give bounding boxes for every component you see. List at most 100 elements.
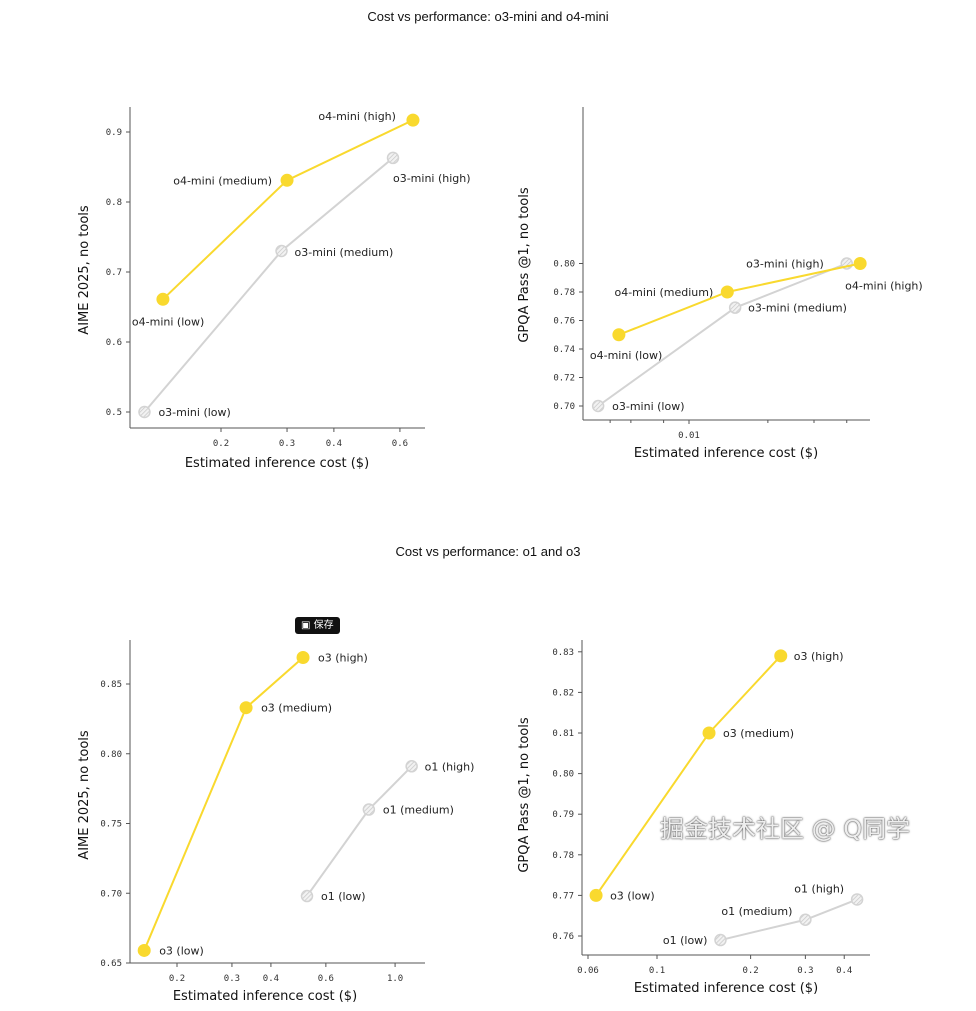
- data-point-label: o3 (medium): [723, 727, 794, 740]
- data-point: [275, 244, 288, 258]
- data-point: [296, 650, 310, 664]
- data-point: [853, 257, 867, 270]
- data-point-label: o1 (low): [321, 890, 366, 903]
- data-point: [589, 888, 603, 902]
- data-point: [799, 913, 812, 927]
- x-tick-label: 0.2: [742, 966, 758, 976]
- x-axis-label: Estimated inference cost ($): [185, 456, 369, 471]
- data-point-label: o1 (medium): [721, 905, 792, 918]
- data-point-label: o1 (medium): [383, 804, 454, 817]
- data-point-label: o3 (high): [318, 651, 368, 664]
- data-point-label: o3 (low): [159, 944, 204, 957]
- x-tick-label: 0.01: [678, 431, 700, 441]
- x-tick-label: 0.6: [392, 439, 408, 449]
- data-point: [850, 893, 864, 906]
- data-point-label: o4-mini (high): [318, 110, 396, 123]
- x-tick-label: 1.0: [387, 974, 403, 984]
- data-point: [386, 151, 400, 165]
- y-tick-label: 0.80: [100, 750, 122, 760]
- x-tick-label: 0.6: [318, 974, 334, 984]
- section-title-o1-o3: Cost vs performance: o1 and o3: [395, 544, 581, 559]
- y-tick-label: 0.75: [100, 820, 122, 830]
- y-tick-label: 0.81: [552, 729, 574, 739]
- series-line-0: [618, 262, 861, 336]
- y-axis-label: GPQA Pass @1, no tools: [517, 187, 532, 343]
- x-tick-label: 0.06: [577, 966, 599, 976]
- data-point-label: o3-mini (medium): [295, 246, 394, 259]
- data-point: [612, 328, 626, 342]
- data-point-label: o4-mini (medium): [173, 174, 272, 187]
- y-tick-label: 0.7: [106, 268, 122, 278]
- y-tick-label: 0.74: [553, 345, 575, 355]
- data-point-label: o3 (high): [794, 650, 844, 663]
- data-point: [300, 889, 314, 903]
- x-axis-label: Estimated inference cost ($): [634, 981, 818, 996]
- data-point-label: o1 (high): [794, 882, 844, 895]
- data-point: [405, 760, 418, 773]
- series-line-0: [162, 119, 414, 301]
- x-tick-label: 0.3: [279, 439, 295, 449]
- data-point-label: o3-mini (low): [612, 400, 684, 413]
- data-point-label: o3-mini (high): [746, 258, 824, 271]
- y-tick-label: 0.77: [552, 891, 574, 901]
- y-tick-label: 0.5: [106, 408, 122, 418]
- data-point-label: o3 (low): [610, 889, 655, 902]
- data-point: [720, 285, 734, 299]
- data-point-label: o3-mini (medium): [748, 302, 847, 315]
- y-tick-label: 0.70: [100, 889, 122, 899]
- data-point: [714, 933, 727, 947]
- x-tick-label: 0.3: [797, 966, 813, 976]
- data-point-label: o3-mini (high): [393, 172, 471, 185]
- data-point: [137, 943, 151, 957]
- x-axis-label: Estimated inference cost ($): [634, 446, 818, 461]
- y-tick-label: 0.76: [553, 317, 575, 327]
- x-tick-label: 0.2: [213, 439, 229, 449]
- x-tick-label: 0.4: [836, 966, 852, 976]
- series-line-1: [597, 262, 848, 407]
- data-point-label: o1 (high): [425, 760, 475, 773]
- data-point: [702, 726, 716, 740]
- x-tick-label: 0.4: [263, 974, 279, 984]
- data-point: [406, 113, 420, 127]
- save-button[interactable]: ▣ 保存: [295, 617, 340, 634]
- watermark: 掘金技术社区 @ Q同学: [660, 815, 911, 843]
- y-tick-label: 0.85: [100, 680, 122, 690]
- series-line-0: [595, 655, 782, 896]
- y-axis-label: GPQA Pass @1, no tools: [517, 717, 532, 873]
- y-tick-label: 0.83: [552, 648, 574, 658]
- y-tick-label: 0.6: [106, 338, 122, 348]
- data-point-label: o4-mini (high): [845, 280, 923, 293]
- series-line-1: [143, 157, 394, 413]
- data-point: [728, 301, 742, 314]
- y-tick-label: 0.78: [553, 288, 575, 298]
- save-button-label: 保存: [313, 620, 334, 631]
- y-tick-label: 0.78: [552, 851, 574, 861]
- y-tick-label: 0.82: [552, 688, 574, 698]
- x-axis-label: Estimated inference cost ($): [173, 989, 357, 1004]
- data-point: [774, 649, 788, 663]
- data-point: [362, 803, 376, 816]
- y-tick-label: 0.80: [552, 770, 574, 780]
- y-axis-label: AIME 2025, no tools: [77, 205, 92, 335]
- data-point: [156, 292, 170, 306]
- x-tick-label: 0.4: [326, 439, 342, 449]
- data-point-label: o1 (low): [663, 934, 708, 947]
- y-tick-label: 0.80: [553, 260, 575, 270]
- data-point-label: o4-mini (medium): [614, 286, 713, 299]
- data-point: [239, 701, 253, 715]
- data-point: [280, 173, 294, 187]
- x-tick-label: 0.3: [224, 974, 240, 984]
- data-point-label: o4-mini (low): [590, 349, 662, 362]
- data-point-label: o4-mini (low): [132, 315, 204, 328]
- y-axis-label: AIME 2025, no tools: [77, 730, 92, 860]
- data-point: [591, 399, 605, 413]
- data-point: [138, 405, 151, 419]
- y-tick-label: 0.9: [106, 128, 122, 138]
- x-tick-label: 0.2: [169, 974, 185, 984]
- y-tick-label: 0.79: [552, 810, 574, 820]
- y-tick-label: 0.76: [552, 932, 574, 942]
- series-line-1: [306, 765, 413, 897]
- y-tick-label: 0.70: [553, 402, 575, 412]
- bookmark-icon: ▣: [301, 620, 311, 631]
- section-title-mini: Cost vs performance: o3-mini and o4-mini: [367, 9, 609, 24]
